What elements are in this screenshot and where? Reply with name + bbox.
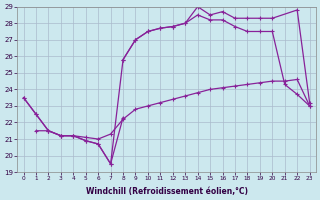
X-axis label: Windchill (Refroidissement éolien,°C): Windchill (Refroidissement éolien,°C) [85, 187, 248, 196]
